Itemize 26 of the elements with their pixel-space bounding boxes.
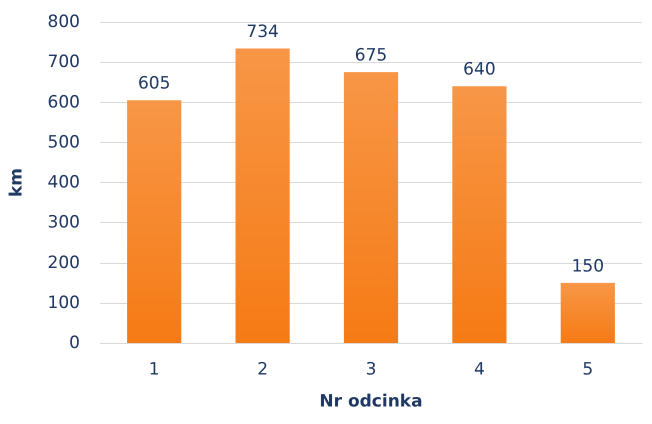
y-tick-label: 800 [48, 12, 80, 32]
bar [560, 282, 615, 343]
data-label: 150 [572, 256, 604, 276]
bar [344, 72, 398, 343]
x-tick-label: 3 [366, 360, 376, 380]
y-tick-label: 0 [69, 333, 80, 353]
y-tick-label: 700 [48, 52, 80, 72]
data-label: 605 [138, 74, 170, 94]
y-tick-label: 500 [48, 132, 80, 152]
x-tick-label: 2 [257, 360, 268, 380]
y-tick-label: 400 [48, 172, 80, 192]
y-tick-label: 600 [48, 92, 80, 112]
bar [452, 86, 506, 343]
y-tick-label: 200 [48, 252, 80, 273]
y-tick-label: 100 [48, 292, 80, 313]
data-label: 734 [246, 22, 279, 42]
x-tick-label: 1 [148, 360, 160, 380]
data-label: 640 [463, 60, 496, 80]
x-tick-label: 4 [474, 360, 485, 380]
bar [236, 48, 290, 343]
x-axis-title: Nr odcinka [319, 392, 423, 412]
x-tick-label: 5 [582, 360, 594, 380]
bar [127, 100, 182, 343]
y-axis-title: km [6, 168, 26, 198]
data-label: 675 [354, 46, 388, 66]
y-tick-label: 300 [48, 212, 80, 233]
